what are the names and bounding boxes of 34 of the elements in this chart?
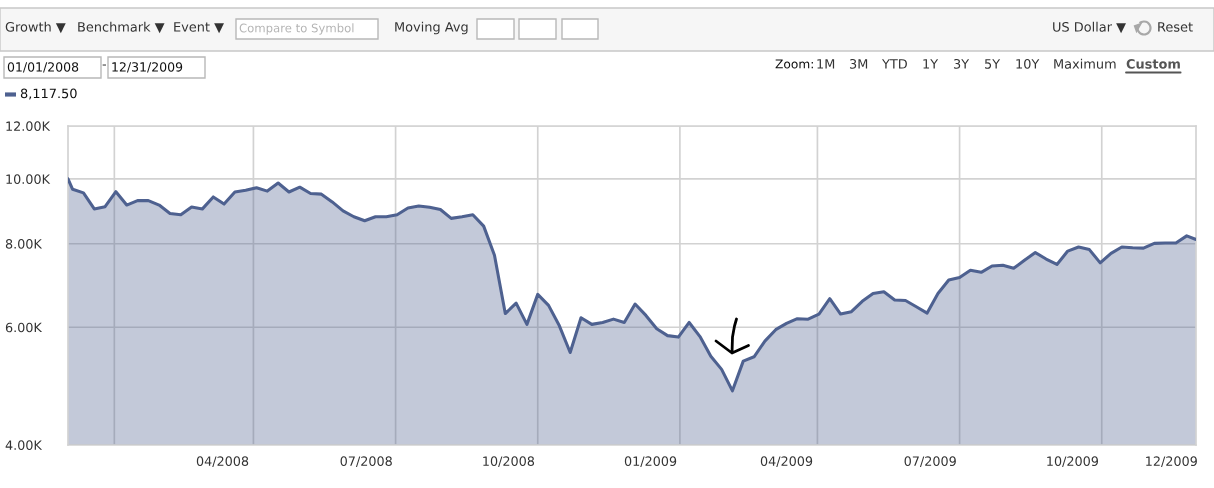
text: 12/31/2009 <box>112 62 183 73</box>
text: Moving Avg <box>395 21 468 35</box>
text: 8,117.50 <box>20 88 77 100</box>
text: Event ▼ <box>174 22 224 34</box>
y-tick-label: 8.00K <box>5 239 43 249</box>
text: Reset <box>1158 22 1193 32</box>
text: US Dollar ▼ <box>1053 21 1127 34</box>
text: - <box>102 64 107 66</box>
x-tick-label: 12/2009 <box>1146 456 1197 468</box>
x-tick-label: 04/2008 <box>196 456 249 468</box>
text: 01/01/2008 <box>7 62 79 73</box>
text: YTD <box>881 59 907 69</box>
text: 10Y <box>1016 58 1040 69</box>
text: 3Y <box>953 58 970 69</box>
x-tick-label: 07/2008 <box>340 456 392 468</box>
x-tick-label: 04/2009 <box>760 456 813 468</box>
x-tick-label: 07/2009 <box>904 456 956 468</box>
text: Custom <box>1126 58 1180 69</box>
text: Zoom: <box>775 59 813 69</box>
text: Compare to Symbol <box>239 23 354 35</box>
text: Maximum <box>1054 58 1116 69</box>
text: 3M <box>849 58 868 69</box>
text: 1Y <box>923 59 939 69</box>
x-tick-label: 01/2009 <box>624 456 677 468</box>
y-tick-label: 4.00K <box>5 440 43 451</box>
text: 1M <box>817 59 835 69</box>
y-tick-label: 6.00K <box>5 322 43 333</box>
x-tick-label: 10/2008 <box>483 456 535 468</box>
text: 5Y <box>985 59 1001 69</box>
y-tick-label: 10.00K <box>6 174 51 184</box>
x-tick-label: 10/2009 <box>1047 456 1099 468</box>
y-tick-label: 12.00K <box>6 121 51 132</box>
text: Benchmark ▼ <box>78 21 165 34</box>
text: Growth ▼ <box>5 21 66 34</box>
